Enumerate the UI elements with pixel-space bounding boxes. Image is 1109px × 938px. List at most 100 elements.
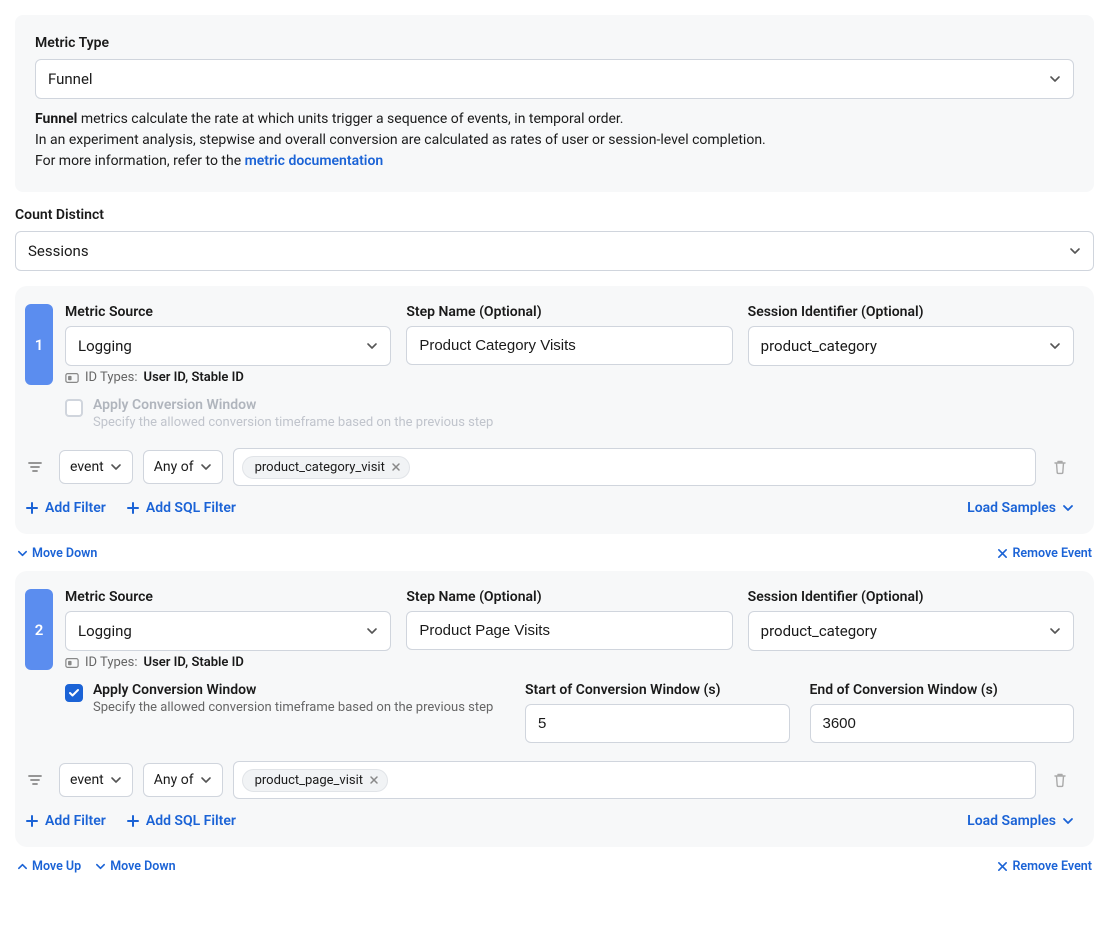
metric-type-value: Funnel (48, 70, 93, 88)
chevron-down-icon (1049, 340, 1061, 352)
filter-op-select[interactable]: Any of (143, 450, 223, 484)
move-down-button[interactable]: Move Down (17, 546, 97, 561)
remove-event-button[interactable]: Remove Event (997, 859, 1092, 874)
move-up-text: Move Up (32, 859, 81, 874)
remove-tag-icon[interactable] (391, 462, 401, 472)
apply-conversion-title: Apply Conversion Window (93, 682, 493, 698)
chevron-down-icon (366, 625, 378, 637)
metric-source-select[interactable]: Logging (65, 611, 391, 651)
metric-source-label: Metric Source (65, 589, 391, 605)
desc-strong: Funnel (35, 111, 77, 127)
count-distinct-label: Count Distinct (15, 207, 1094, 223)
delete-filter-button[interactable] (1046, 458, 1074, 476)
remove-event-text: Remove Event (1012, 546, 1092, 561)
delete-filter-button[interactable] (1046, 771, 1074, 789)
count-distinct-select[interactable]: Sessions (15, 231, 1094, 271)
plus-icon (126, 814, 140, 828)
move-up-button[interactable]: Move Up (17, 859, 81, 874)
metric-source-value: Logging (78, 337, 132, 355)
filter-field-value: event (70, 772, 104, 788)
filter-icon (21, 458, 49, 476)
apply-conversion-checkbox[interactable] (65, 684, 83, 702)
desc-line3-prefix: For more information, refer to the (35, 153, 245, 169)
id-types-value: User ID, Stable ID (144, 655, 244, 670)
move-down-button[interactable]: Move Down (95, 859, 175, 874)
chevron-down-icon (1062, 815, 1074, 827)
filter-field-select[interactable]: event (59, 450, 133, 484)
metric-type-label: Metric Type (35, 35, 1074, 51)
chevron-down-icon (1049, 625, 1061, 637)
filter-row: event Any of product_category_visit (21, 448, 1074, 486)
filter-field-value: event (70, 459, 104, 475)
filter-op-select[interactable]: Any of (143, 763, 223, 797)
step-name-label: Step Name (Optional) (406, 304, 732, 320)
remove-tag-icon[interactable] (369, 775, 379, 785)
apply-conversion-desc: Specify the allowed conversion timeframe… (93, 415, 493, 430)
load-samples-button[interactable]: Load Samples (967, 500, 1074, 516)
add-sql-filter-button[interactable]: Add SQL Filter (126, 500, 236, 516)
session-identifier-label: Session Identifier (Optional) (748, 589, 1074, 605)
step-name-input[interactable] (406, 326, 732, 365)
chevron-down-icon (1069, 245, 1081, 257)
add-filter-text: Add Filter (45, 500, 106, 516)
chevron-down-icon (110, 774, 122, 786)
load-samples-button[interactable]: Load Samples (967, 813, 1074, 829)
metric-documentation-link[interactable]: metric documentation (245, 153, 384, 169)
session-identifier-select[interactable]: product_category (748, 326, 1074, 366)
apply-conversion-checkbox[interactable] (65, 399, 83, 417)
add-filter-text: Add Filter (45, 813, 106, 829)
funnel-step-card: 1 Metric Source Logging ID Types: (15, 286, 1094, 534)
filter-tag-text: product_page_visit (255, 773, 363, 788)
step-number-badge: 2 (25, 589, 53, 670)
chevron-down-icon (110, 461, 122, 473)
add-sql-filter-text: Add SQL Filter (146, 500, 236, 516)
filter-field-select[interactable]: event (59, 763, 133, 797)
remove-event-text: Remove Event (1012, 859, 1092, 874)
count-distinct-section: Count Distinct Sessions (15, 207, 1094, 271)
session-identifier-value: product_category (761, 622, 877, 640)
add-filter-button[interactable]: Add Filter (25, 500, 106, 516)
chevron-down-icon (200, 461, 212, 473)
conversion-window-row: Apply Conversion Window Specify the allo… (65, 397, 1074, 430)
metric-type-select[interactable]: Funnel (35, 59, 1074, 99)
id-types-row: ID Types: User ID, Stable ID (65, 370, 391, 385)
filter-tag: product_page_visit (242, 769, 388, 792)
move-down-text: Move Down (32, 546, 97, 561)
add-sql-filter-button[interactable]: Add SQL Filter (126, 813, 236, 829)
remove-event-button[interactable]: Remove Event (997, 546, 1092, 561)
close-icon (997, 548, 1008, 559)
id-badge-icon (65, 656, 79, 670)
session-identifier-value: product_category (761, 337, 877, 355)
conv-start-input[interactable] (525, 704, 790, 743)
filter-op-value: Any of (154, 459, 194, 475)
apply-conversion-title: Apply Conversion Window (93, 397, 493, 413)
step-actions-row: Add Filter Add SQL Filter Load Samples (25, 500, 1074, 516)
chevron-down-icon (366, 340, 378, 352)
add-filter-button[interactable]: Add Filter (25, 813, 106, 829)
session-identifier-select[interactable]: product_category (748, 611, 1074, 651)
filter-tag: product_category_visit (242, 456, 410, 479)
id-badge-icon (65, 371, 79, 385)
conv-end-input[interactable] (810, 704, 1075, 743)
close-icon (997, 861, 1008, 872)
step-name-label: Step Name (Optional) (406, 589, 732, 605)
add-sql-filter-text: Add SQL Filter (146, 813, 236, 829)
apply-conversion-desc: Specify the allowed conversion timeframe… (93, 700, 493, 715)
move-down-text: Move Down (110, 859, 175, 874)
metric-source-label: Metric Source (65, 304, 391, 320)
load-samples-text: Load Samples (967, 813, 1056, 829)
plus-icon (126, 501, 140, 515)
step-actions-row: Add Filter Add SQL Filter Load Samples (25, 813, 1074, 829)
conv-start-label: Start of Conversion Window (s) (525, 682, 790, 698)
filter-values-input[interactable]: product_page_visit (233, 761, 1036, 799)
filter-values-input[interactable]: product_category_visit (233, 448, 1036, 486)
step-name-input[interactable] (406, 611, 732, 650)
id-types-prefix: ID Types: (85, 655, 138, 670)
step-move-row: Move Up Move Down Remove Event (15, 542, 1094, 571)
id-types-row: ID Types: User ID, Stable ID (65, 655, 391, 670)
id-types-prefix: ID Types: (85, 370, 138, 385)
desc-line1: metrics calculate the rate at which unit… (77, 111, 623, 127)
plus-icon (25, 814, 39, 828)
metric-source-select[interactable]: Logging (65, 326, 391, 366)
step-move-row: Move Up Move Down Remove Event (15, 855, 1094, 884)
